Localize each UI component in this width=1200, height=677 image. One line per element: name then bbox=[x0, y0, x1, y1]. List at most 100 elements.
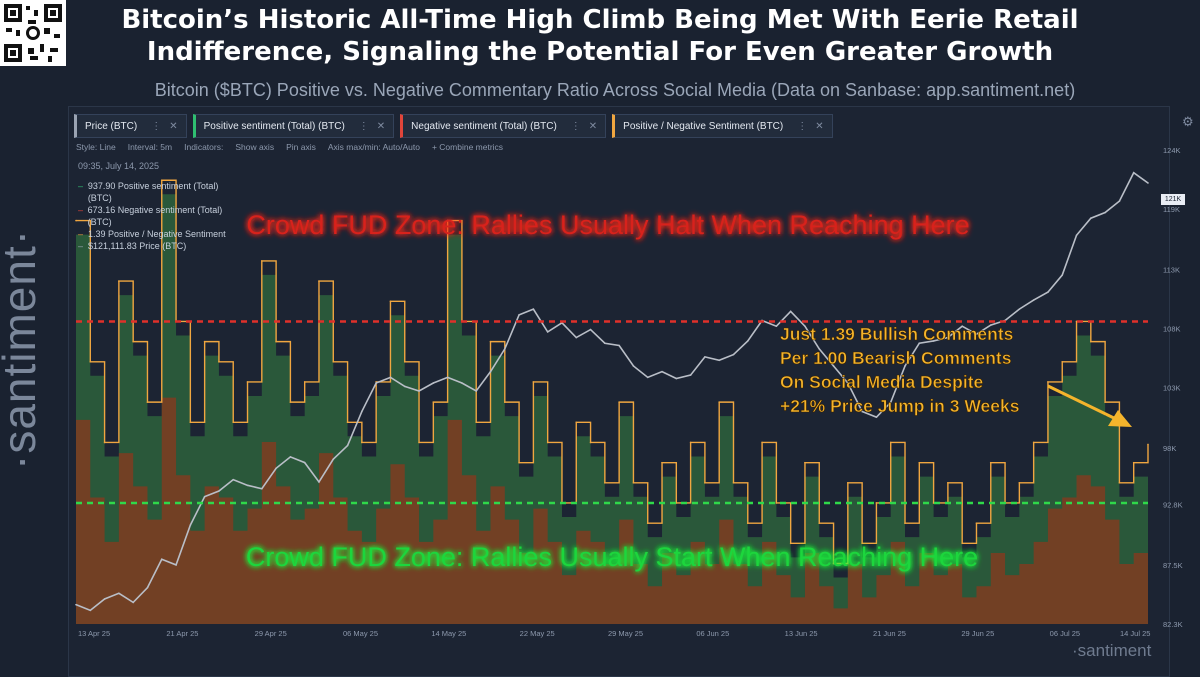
price-point bbox=[175, 564, 177, 566]
ratio-point bbox=[918, 461, 921, 464]
x-tick-label: 14 May 25 bbox=[431, 629, 466, 638]
callout-arrow bbox=[1047, 384, 1119, 422]
price-point bbox=[332, 458, 335, 460]
x-tick-label: 13 Jun 25 bbox=[785, 629, 818, 638]
gear-icon[interactable]: ⚙ bbox=[1182, 114, 1194, 129]
ratio-point bbox=[546, 441, 549, 444]
interval-select[interactable]: Interval: 5m bbox=[127, 142, 173, 152]
current-price-tag: 121K bbox=[1161, 194, 1185, 205]
price-point bbox=[832, 365, 835, 367]
price-point bbox=[361, 410, 363, 413]
price-point bbox=[432, 382, 435, 384]
price-point bbox=[546, 331, 549, 333]
ratio-point bbox=[1132, 461, 1135, 464]
ratio-point bbox=[475, 421, 478, 424]
x-tick-label: 21 Jun 25 bbox=[873, 629, 906, 638]
price-point bbox=[489, 370, 492, 373]
tab-label: Positive / Negative Sentiment (BTC) bbox=[623, 120, 784, 132]
ratio-point bbox=[160, 179, 163, 182]
ratio-point bbox=[646, 522, 649, 524]
ratio-point bbox=[189, 421, 192, 424]
ratio-point bbox=[761, 441, 763, 444]
ratio-point bbox=[246, 381, 249, 383]
threshold-lines bbox=[76, 320, 1148, 505]
tab-price[interactable]: Price (BTC) ⋮ ✕ bbox=[74, 114, 187, 138]
ratio-point bbox=[389, 300, 392, 303]
y-tick-label: 113K bbox=[1163, 265, 1180, 274]
price-point bbox=[632, 365, 635, 367]
ratio-point bbox=[332, 360, 335, 363]
ratio-point bbox=[632, 482, 635, 484]
ratio-point bbox=[532, 381, 535, 383]
ratio-point bbox=[1104, 401, 1106, 403]
show-axis-toggle[interactable]: Show axis bbox=[235, 142, 275, 152]
tooltip-panel: 09:35, July 14, 2025 –937.90 Positive se… bbox=[78, 160, 240, 251]
tab-positive-sentiment[interactable]: Positive sentiment (Total) (BTC) ⋮ ✕ bbox=[192, 114, 395, 138]
ratio-line bbox=[76, 179, 1149, 565]
close-icon[interactable]: ✕ bbox=[169, 120, 178, 132]
headline: Bitcoin’s Historic All-Time High Climb B… bbox=[121, 5, 1079, 67]
ratio-point bbox=[789, 542, 792, 545]
ratio-point bbox=[218, 360, 220, 363]
price-point bbox=[246, 484, 249, 487]
santiment-logo-icon: ·santiment bbox=[1072, 641, 1152, 660]
price-point bbox=[947, 336, 949, 339]
ratio-point bbox=[875, 502, 878, 504]
y-tick-label: 92.8K bbox=[1163, 501, 1183, 510]
kebab-icon[interactable]: ⋮ bbox=[570, 120, 581, 132]
tooltip-row: –937.90 Positive sentiment (Total) (BTC) bbox=[78, 181, 219, 203]
pin-axis-toggle[interactable]: Pin axis bbox=[286, 142, 316, 152]
price-point bbox=[89, 609, 92, 612]
ratio-point bbox=[975, 522, 978, 524]
tab-negative-sentiment[interactable]: Negative sentiment (Total) (BTC) ⋮ ✕ bbox=[400, 114, 607, 138]
callout-line: +21% Price Jump in 3 Weeks bbox=[780, 396, 1020, 416]
ratio-point bbox=[403, 360, 406, 363]
price-point bbox=[303, 461, 306, 464]
kebab-icon[interactable]: ⋮ bbox=[358, 120, 369, 132]
kebab-icon[interactable]: ⋮ bbox=[151, 120, 162, 132]
y-tick-label: 124K bbox=[1163, 146, 1181, 155]
ratio-point bbox=[847, 482, 849, 484]
ratio-point bbox=[203, 340, 206, 343]
price-point bbox=[1061, 274, 1064, 276]
price-point bbox=[918, 342, 921, 345]
price-point bbox=[675, 377, 678, 380]
close-icon[interactable]: ✕ bbox=[588, 120, 598, 132]
metric-tabs: Price (BTC) ⋮ ✕ Positive sentiment (Tota… bbox=[74, 114, 833, 138]
ratio-point bbox=[1075, 320, 1078, 323]
indicators-menu[interactable]: Indicators: bbox=[184, 142, 224, 152]
halt-zone-label: Crowd FUD Zone: Rallies Usually Halt Whe… bbox=[246, 210, 969, 240]
price-point bbox=[975, 333, 978, 335]
tab-ratio[interactable]: Positive / Negative Sentiment (BTC) ⋮ ✕ bbox=[612, 114, 833, 138]
close-icon[interactable]: ✕ bbox=[376, 120, 386, 132]
ratio-point bbox=[504, 401, 506, 403]
ratio-point bbox=[618, 401, 620, 403]
combine-metrics-button[interactable]: + Combine metrics bbox=[431, 142, 504, 152]
price-point bbox=[718, 359, 720, 362]
ratio-point bbox=[589, 441, 592, 444]
price-point bbox=[203, 495, 206, 498]
ratio-point bbox=[1047, 381, 1049, 383]
price-point bbox=[904, 365, 906, 367]
kebab-icon[interactable]: ⋮ bbox=[797, 120, 808, 132]
ratio-point bbox=[961, 542, 963, 545]
style-select[interactable]: Style: Line bbox=[76, 142, 116, 152]
close-icon[interactable]: ✕ bbox=[815, 120, 824, 132]
ratio-series bbox=[75, 179, 1149, 565]
ratio-point bbox=[489, 340, 492, 343]
tooltip-row: –1.39 Positive / Negative Sentiment bbox=[78, 229, 226, 239]
y-tick-label: 82.3K bbox=[1163, 620, 1183, 629]
y-tick-label: 103K bbox=[1163, 384, 1181, 393]
axis-range-select[interactable]: Axis max/min: Auto/Auto bbox=[327, 142, 420, 152]
tab-label: Negative sentiment (Total) (BTC) bbox=[411, 120, 557, 132]
ratio-point bbox=[746, 522, 749, 524]
price-point bbox=[275, 467, 277, 470]
y-axis: 124K 119K 113K 108K 103K 98K 92.8K 87.5K 82.3K bbox=[1163, 146, 1183, 629]
x-tick-label: 14 Jul 25 bbox=[1120, 629, 1150, 638]
qr-code bbox=[0, 0, 66, 66]
ratio-point bbox=[832, 562, 835, 565]
price-point bbox=[1047, 291, 1049, 293]
price-series bbox=[75, 171, 1149, 612]
price-point bbox=[261, 487, 263, 490]
